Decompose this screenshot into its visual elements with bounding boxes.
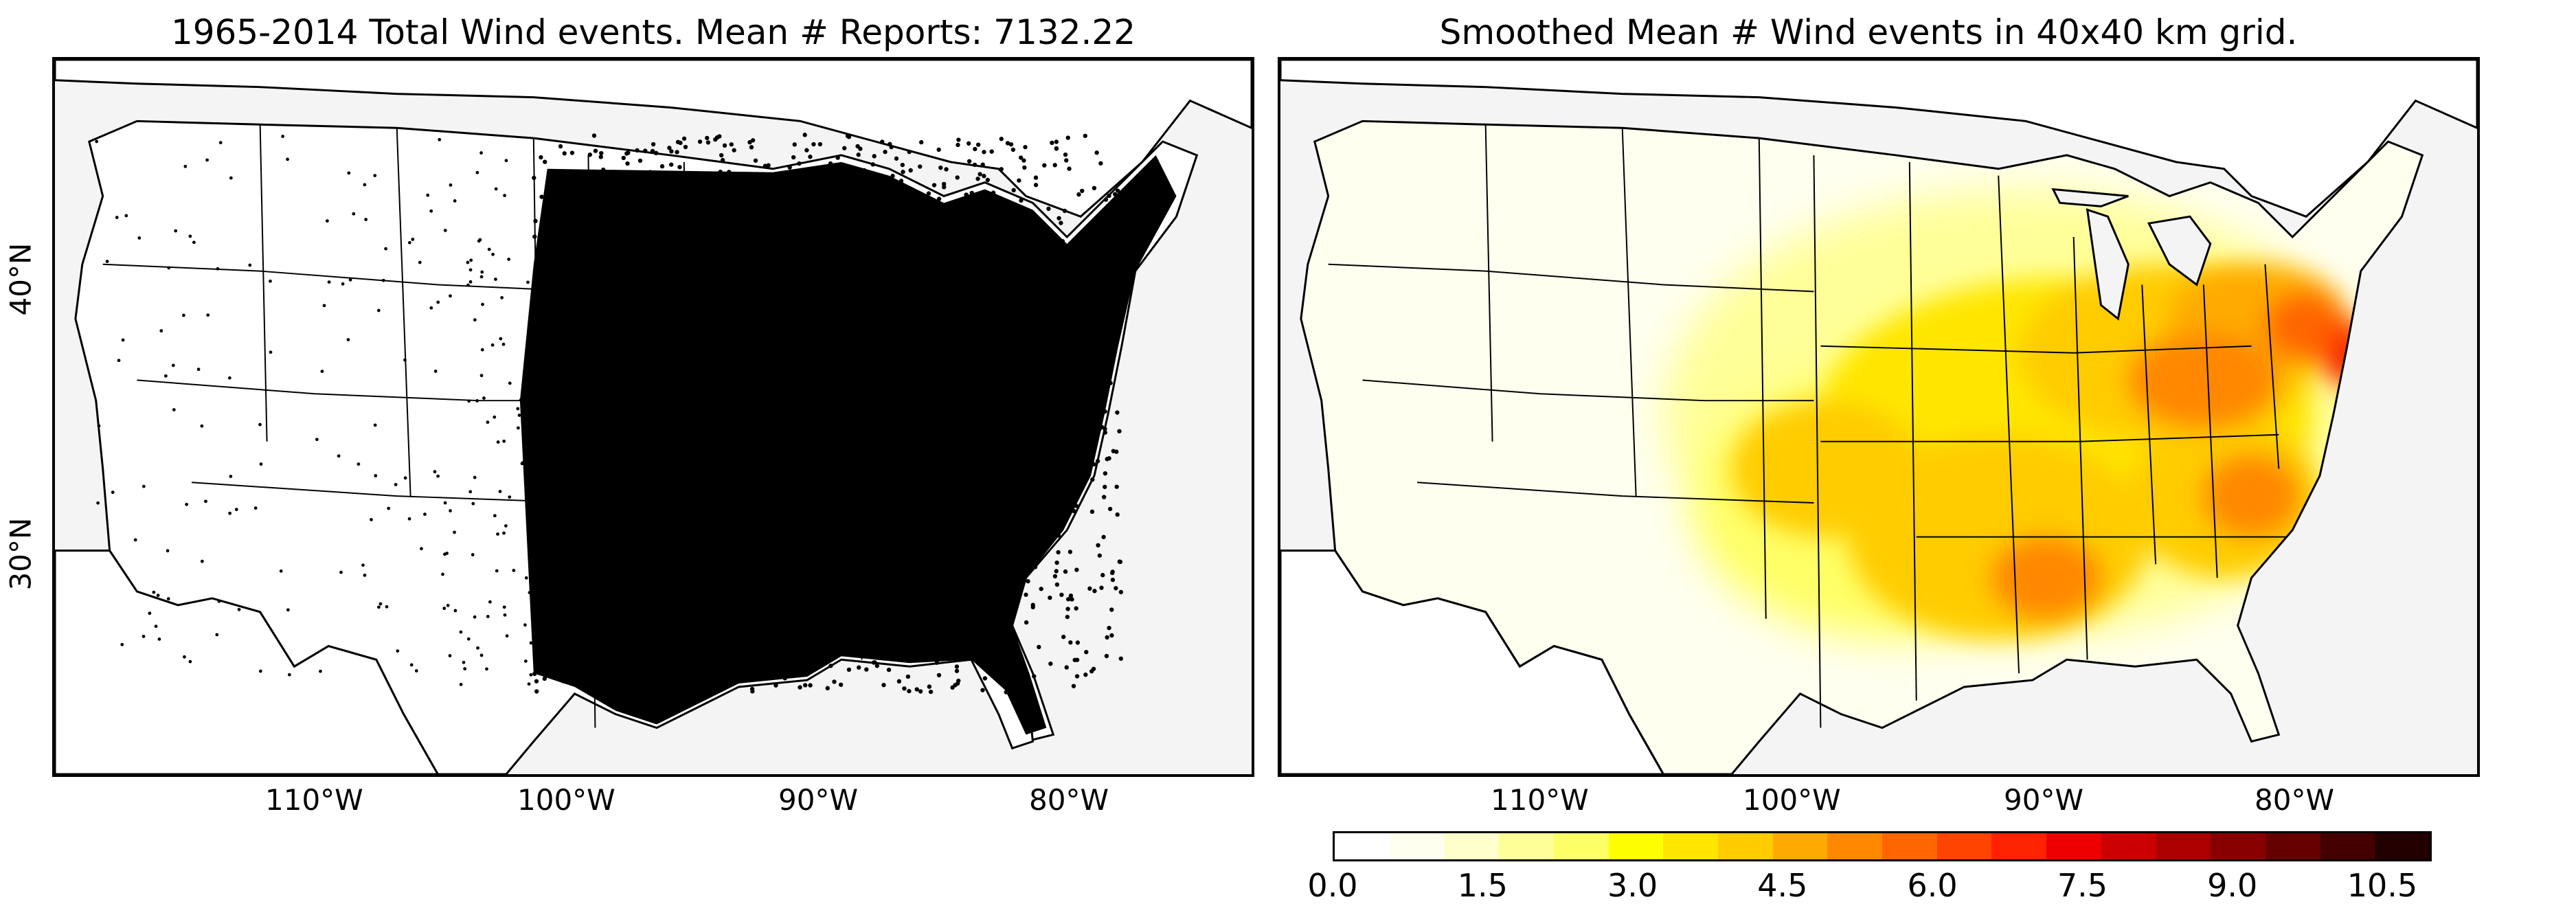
colorbar-cell: [1991, 833, 2047, 859]
smoothed-density-map: [1278, 57, 2480, 777]
colorbar-cell: [2101, 833, 2156, 859]
left-map-svg: [55, 60, 1252, 774]
wind-reports-dot-map: [52, 57, 1254, 777]
colorbar-cell: [2375, 833, 2430, 859]
right-lon-tick-110: 110°W: [1491, 783, 1589, 817]
lake-michigan-right: [2086, 208, 2129, 321]
right-panel-title: Smoothed Mean # Wind events in 40x40 km …: [1439, 12, 2298, 52]
colorbar-cell: [1772, 833, 1828, 859]
canada-overlay: [1280, 60, 2477, 218]
colorbar-cell: [1936, 833, 1992, 859]
left-lon-tick-110: 110°W: [265, 783, 363, 817]
conus-outline: [1300, 120, 2424, 774]
left-panel-title: 1965-2014 Total Wind events. Mean # Repo…: [170, 12, 1136, 52]
dense-report-region: [519, 155, 1177, 735]
colorbar: [1333, 831, 2432, 861]
colorbar-tick-label: 7.5: [2057, 867, 2108, 904]
colorbar-cell: [2156, 833, 2211, 859]
colorbar-cell: [1389, 833, 1445, 859]
right-lon-tick-100: 100°W: [1743, 783, 1841, 817]
lake-superior-right: [2051, 188, 2129, 207]
right-map-svg: [1280, 60, 2477, 774]
colorbar-tick-label: 4.5: [1757, 867, 1808, 904]
colorbar-cell: [2320, 833, 2375, 859]
colorbar-tick-label: 3.0: [1607, 867, 1658, 904]
colorbar-cell: [1553, 833, 1609, 859]
left-lon-tick-100: 100°W: [517, 783, 615, 817]
colorbar-cell: [2046, 833, 2101, 859]
colorbar-cell: [1499, 833, 1554, 859]
colorbar-cell: [1444, 833, 1500, 859]
colorbar-tick-label: 1.5: [1457, 867, 1508, 904]
colorbar-tick-label: 9.0: [2207, 867, 2258, 904]
colorbar-cell: [2211, 833, 2266, 859]
left-lon-tick-90: 90°W: [778, 783, 858, 817]
left-lon-tick-80: 80°W: [1029, 783, 1109, 817]
state-borders-right: [1328, 124, 2286, 728]
canada-landmass: [55, 60, 1252, 218]
lat-tick-30: 30°N: [3, 517, 38, 591]
colorbar-tick-label: 0.0: [1307, 867, 1358, 904]
colorbar-cell: [1663, 833, 1718, 859]
colorbar-cell: [1882, 833, 1937, 859]
colorbar-tick-label: 10.5: [2347, 867, 2418, 904]
colorbar-tick-label: 6.0: [1907, 867, 1958, 904]
colorbar-cell: [1717, 833, 1773, 859]
lake-huron-right: [2147, 215, 2212, 286]
right-lon-tick-90: 90°W: [2004, 783, 2083, 817]
right-lon-tick-80: 80°W: [2255, 783, 2334, 817]
wind-report-dots: [95, 133, 1177, 735]
colorbar-cell: [1335, 833, 1390, 859]
lat-tick-40: 40°N: [3, 242, 38, 316]
density-high: [1991, 264, 2375, 619]
colorbar-cell: [1827, 833, 1883, 859]
colorbar-cell: [2265, 833, 2320, 859]
colorbar-cell: [1608, 833, 1664, 859]
